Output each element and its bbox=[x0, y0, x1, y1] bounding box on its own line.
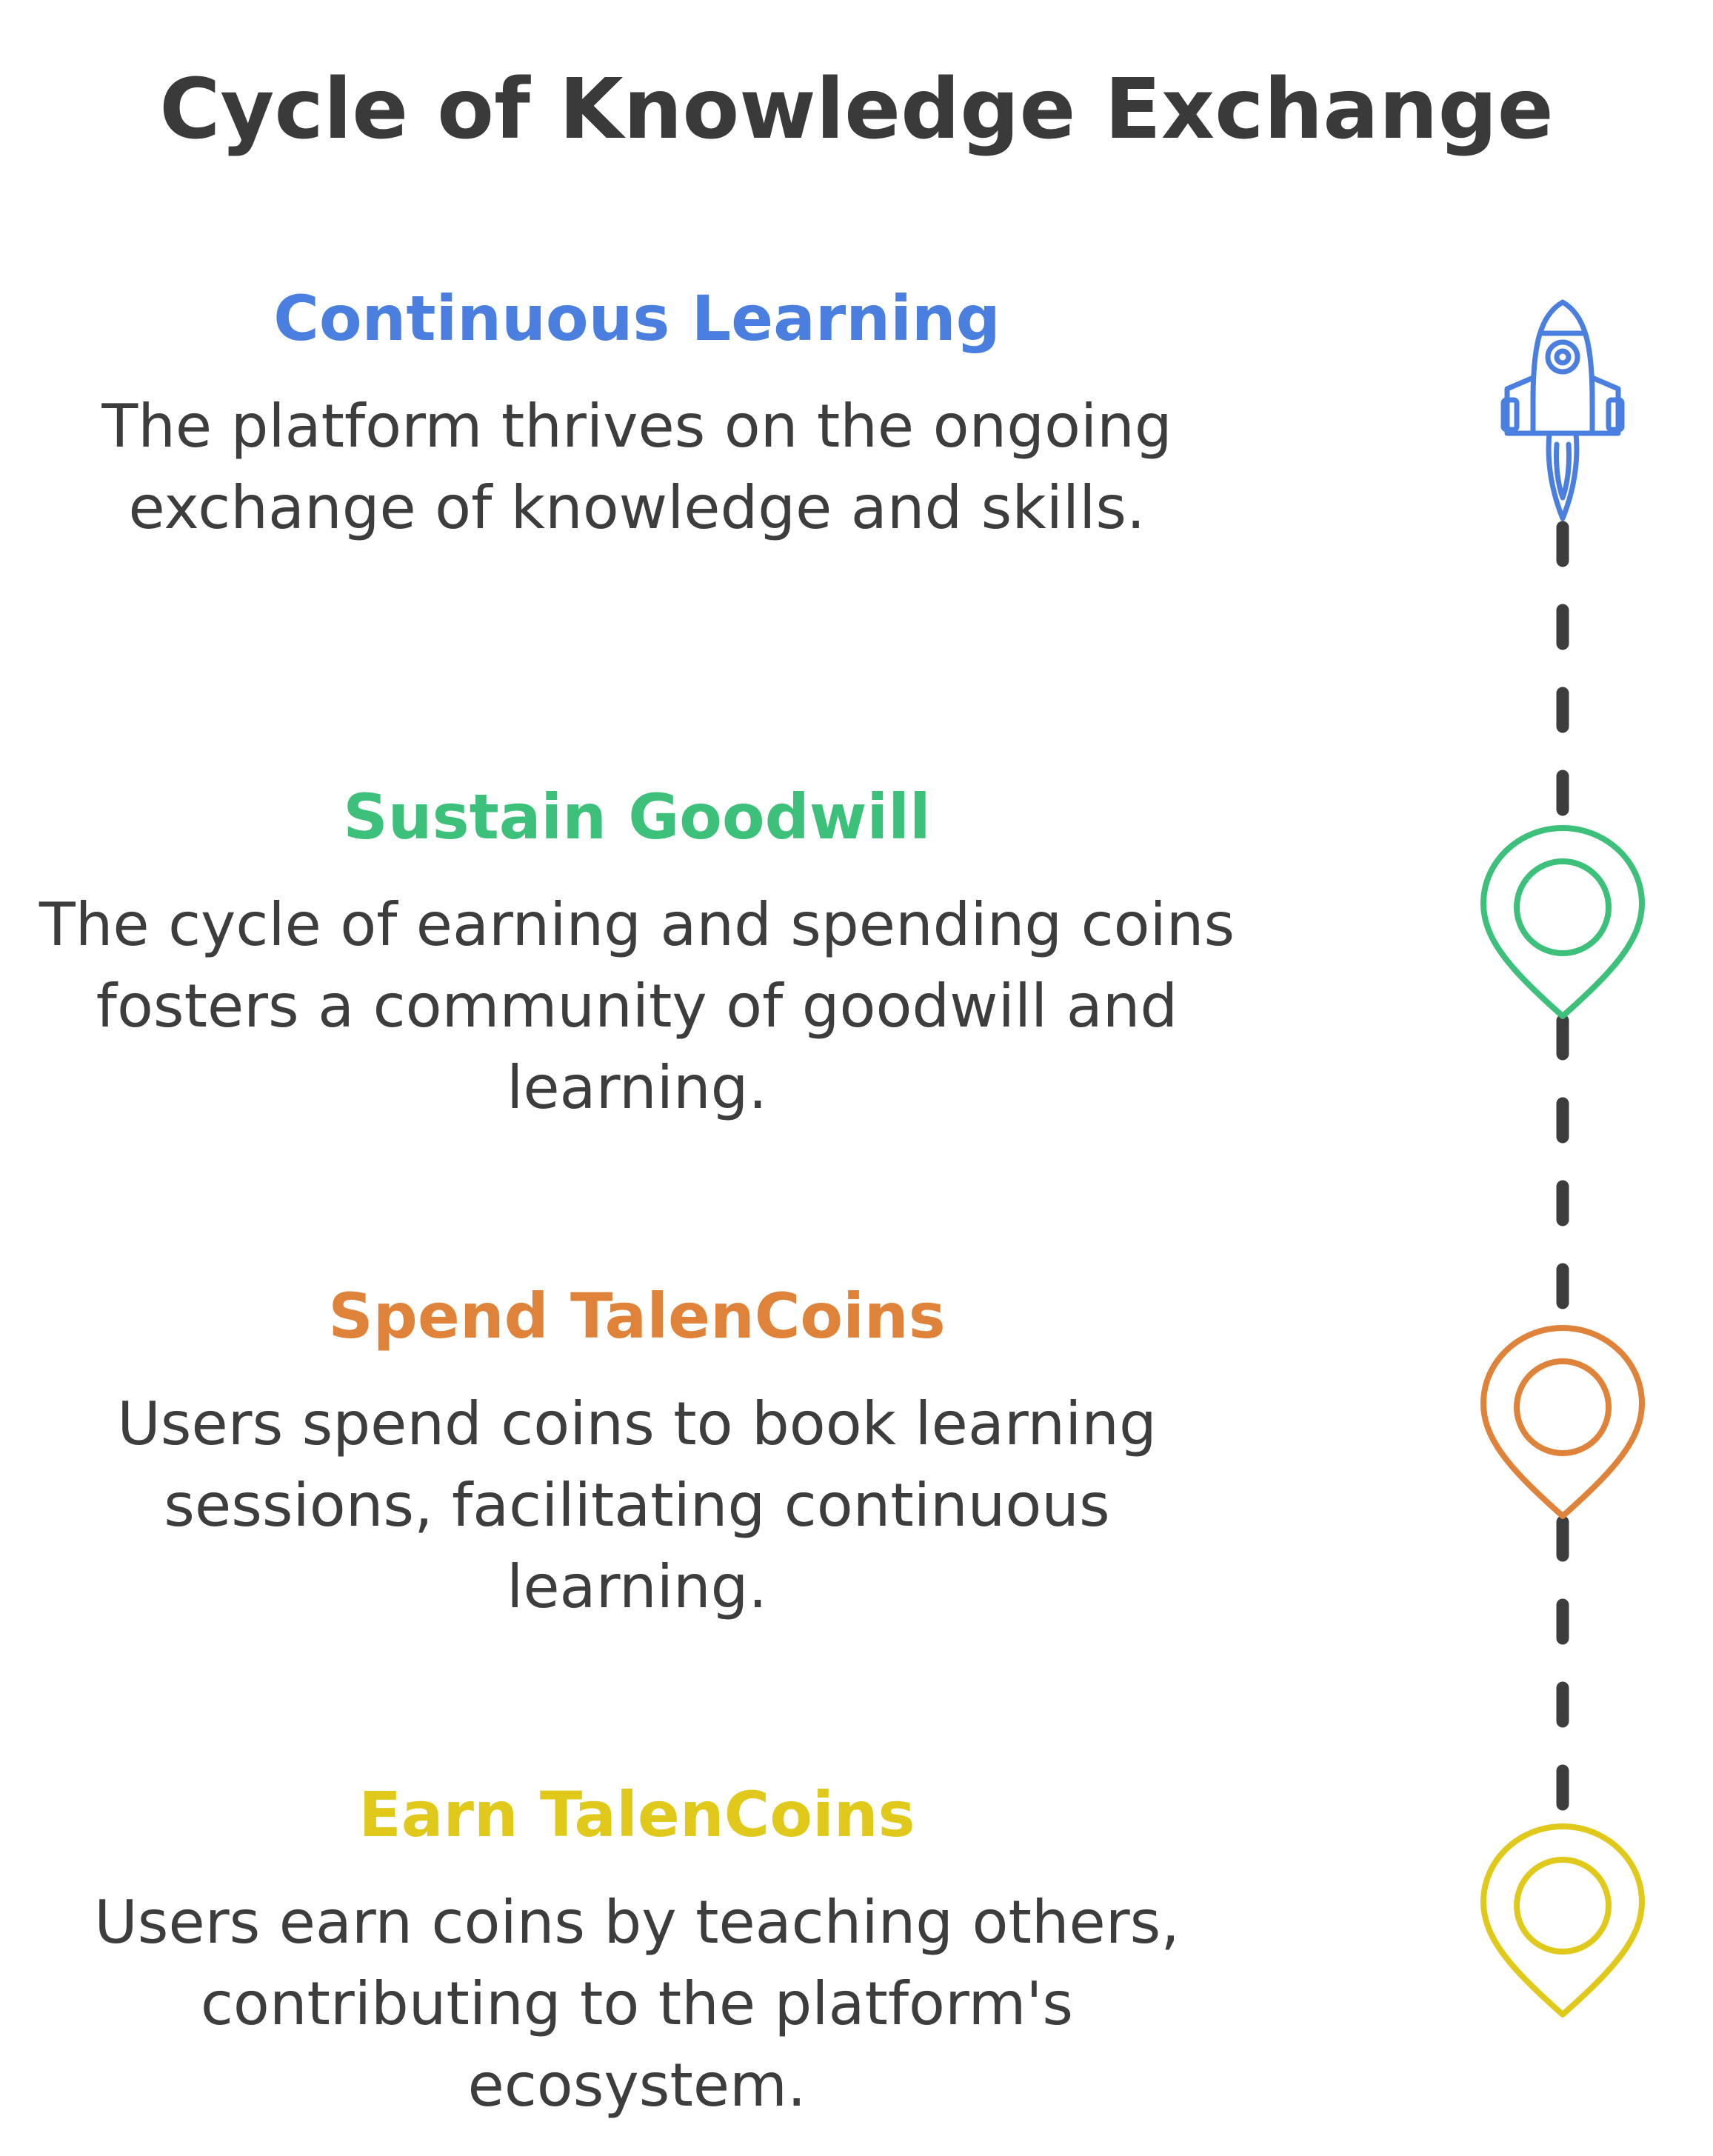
step-heading: Sustain Goodwill bbox=[343, 781, 931, 853]
step-heading: Continuous Learning bbox=[273, 282, 1001, 355]
step-heading: Earn TalenCoins bbox=[358, 1778, 915, 1851]
rocket-icon bbox=[1500, 299, 1625, 521]
location-pin-icon bbox=[1480, 1325, 1645, 1519]
step-heading: Spend TalenCoins bbox=[328, 1280, 946, 1352]
step-spend-talencoins: Spend TalenCoins Users spend coins to bo… bbox=[30, 1275, 1244, 1628]
step-description: The platform thrives on the ongoing exch… bbox=[101, 392, 1172, 542]
step-sustain-goodwill: Sustain Goodwill The cycle of earning an… bbox=[30, 776, 1244, 1129]
step-description: Users spend coins to book learning sessi… bbox=[117, 1389, 1157, 1621]
location-pin-icon bbox=[1480, 1823, 1645, 2018]
step-earn-talencoins: Earn TalenCoins Users earn coins by teac… bbox=[30, 1774, 1244, 2126]
step-description: Users earn coins by teaching others, con… bbox=[94, 1888, 1180, 2120]
step-description: The cycle of earning and spending coins … bbox=[39, 890, 1235, 1122]
page-title: Cycle of Knowledge Exchange bbox=[159, 61, 1554, 158]
step-continuous-learning: Continuous Learning The platform thrives… bbox=[30, 278, 1244, 549]
location-pin-icon bbox=[1480, 825, 1645, 1019]
